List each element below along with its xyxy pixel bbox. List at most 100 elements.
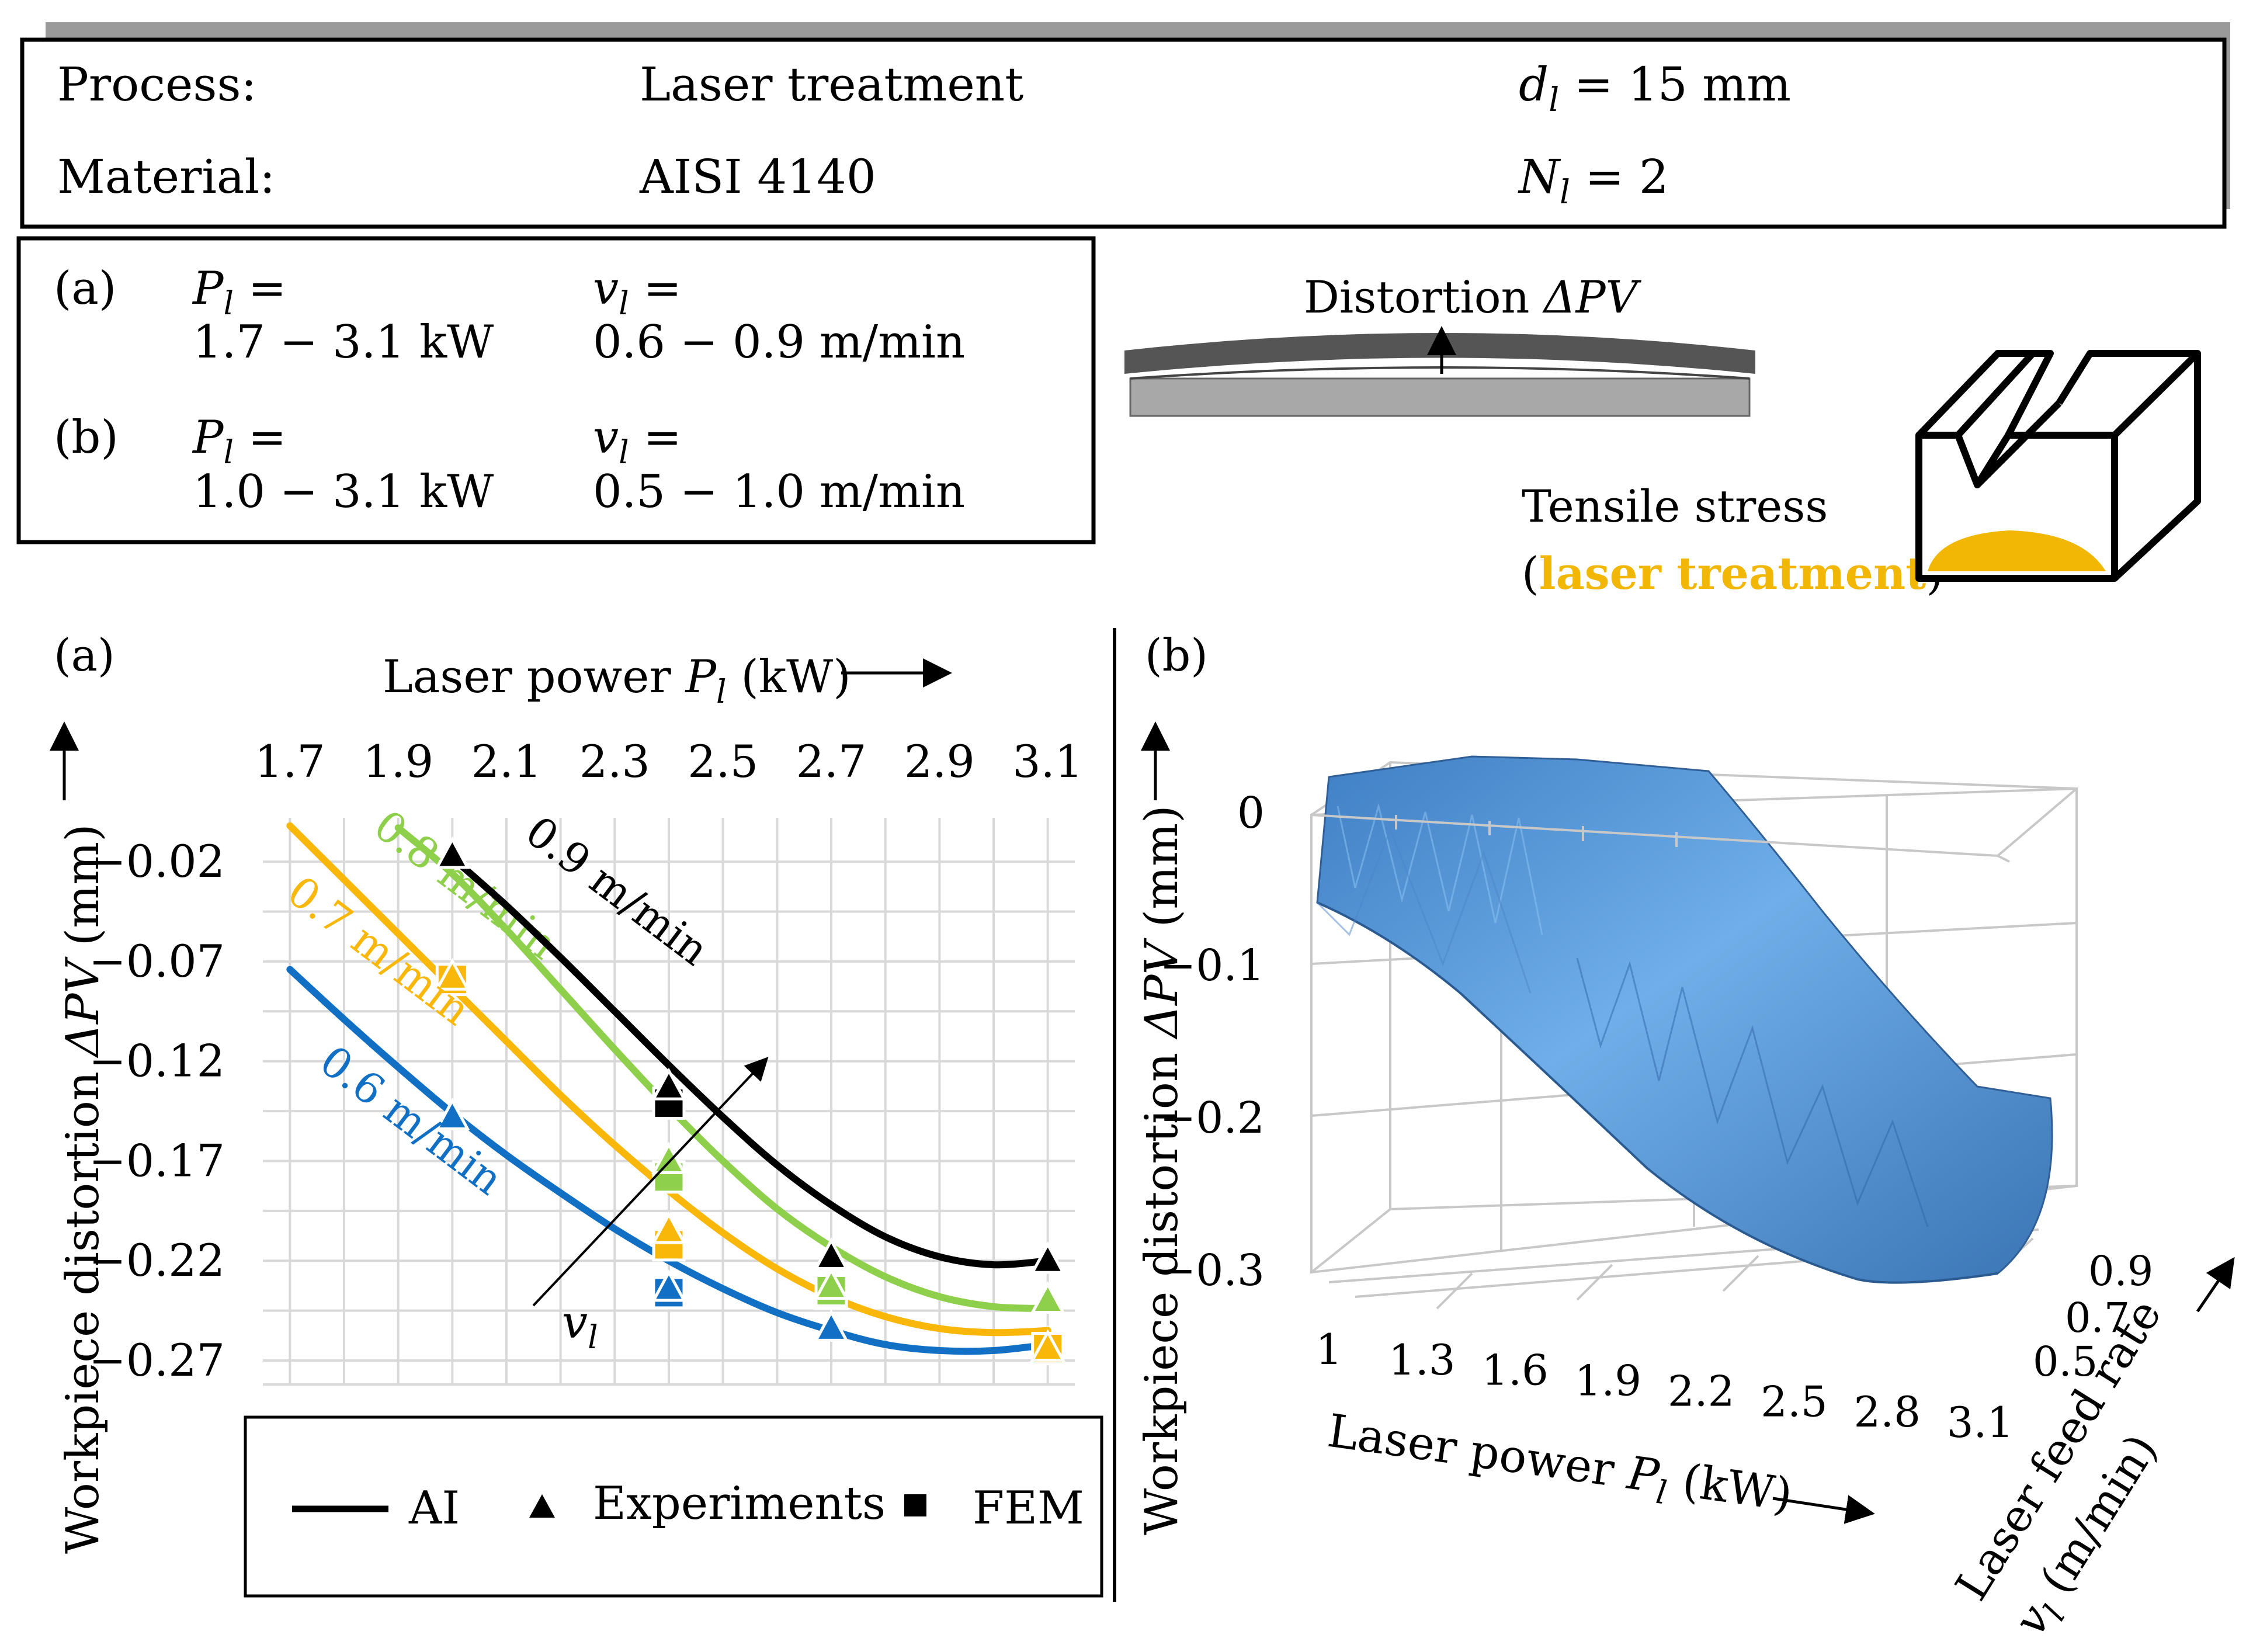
y-tick-label: −0.12 bbox=[89, 1035, 225, 1087]
y-tick-label: −0.02 bbox=[89, 835, 225, 887]
front-top-edge bbox=[1311, 814, 1998, 857]
experiment-point-0-6-m-min bbox=[651, 1269, 687, 1302]
experiment-point-0-6-m-min bbox=[813, 1309, 849, 1342]
y-tick-label: −0.17 bbox=[89, 1134, 225, 1186]
x-tick-label: 2.5 bbox=[688, 735, 758, 787]
x-tick-label: 2.7 bbox=[796, 735, 867, 787]
experiment-point-0-9-m-min bbox=[1030, 1241, 1065, 1274]
feed-rate-arrow-label: vl bbox=[562, 1296, 598, 1356]
x-tick-label: 1.7 bbox=[255, 735, 325, 787]
chart-b-surface bbox=[1316, 755, 2053, 1284]
chart-a-x-ticks: 1.7 1.9 2.1 2.3 2.5 2.7 2.9 3.1 bbox=[255, 735, 1083, 787]
legend-fem-marker bbox=[904, 1494, 926, 1516]
param-a-speed-symbol: vl = bbox=[593, 262, 682, 322]
z-tick-label: −0.2 bbox=[1160, 1093, 1265, 1143]
flat-bar bbox=[1129, 377, 1751, 417]
chart-a-grid bbox=[263, 818, 1075, 1386]
feed-rate-arrow bbox=[532, 1057, 769, 1307]
param-a-power-range: 1.7 − 3.1 kW bbox=[193, 316, 494, 369]
chart-b-x-axis-arrow bbox=[1772, 1495, 1875, 1524]
legend-fem-label: FEM bbox=[973, 1482, 1084, 1535]
chart-b-x-ticks: 1 1.3 1.6 1.9 2.2 2.5 2.8 3.1 bbox=[1315, 1325, 2014, 1447]
chart-a-x-axis-title: Laser power Pl (kW) bbox=[383, 651, 851, 710]
diameter-param: dl = 15 mm bbox=[1519, 57, 1791, 119]
legend-experiments-label: Experiments bbox=[593, 1477, 886, 1530]
experiment-point-0-9-m-min bbox=[651, 1067, 687, 1101]
passes-param: Nl = 2 bbox=[1518, 150, 1669, 211]
experiment-point-0-9-m-min bbox=[435, 836, 470, 869]
process-value: Laser treatment bbox=[640, 57, 1023, 112]
laser-treatment-label: (laser treatment) bbox=[1522, 547, 1943, 599]
ai-line-0-8-m-min bbox=[394, 824, 1051, 1313]
z-tick-label: −0.3 bbox=[1160, 1245, 1265, 1296]
experiment-point-0-9-m-min bbox=[813, 1237, 849, 1270]
workpiece-groove bbox=[1955, 350, 2062, 488]
x-tick-label: 2.9 bbox=[904, 735, 975, 787]
experiment-point-0-7-m-min bbox=[435, 957, 470, 991]
y-tick-label: 0.7 bbox=[2065, 1294, 2130, 1342]
front-top-ticks bbox=[1395, 815, 1678, 847]
y-tick-label: −0.22 bbox=[89, 1234, 225, 1286]
experiment-point-0-8-m-min bbox=[1030, 1281, 1065, 1314]
x-tick-label: 2.2 bbox=[1668, 1366, 1735, 1415]
x-tick-label: 1.9 bbox=[363, 735, 433, 787]
x-tick-label: 2.8 bbox=[1853, 1387, 1921, 1436]
param-b-power-symbol: Pl = bbox=[192, 411, 286, 471]
front-right-top bbox=[1995, 787, 2078, 863]
floor-gridlines bbox=[1328, 1228, 2039, 1310]
surface-facets-1 bbox=[1337, 803, 1543, 935]
param-b-power-range: 1.0 − 3.1 kW bbox=[193, 466, 494, 518]
surface-body bbox=[1316, 755, 2053, 1284]
workpiece-side bbox=[2056, 350, 2201, 581]
chart-a-y-ticks: −0.02 −0.07 −0.12 −0.17 −0.22 −0.27 bbox=[89, 835, 225, 1386]
panel-b-label: (b) bbox=[1145, 629, 1208, 681]
chart-a: (a) Laser power Pl (kW) Workpiece distor… bbox=[50, 629, 1103, 1598]
ai-line-0-7-m-min bbox=[286, 822, 1051, 1337]
distortion-schematic: Distortion ΔPV bbox=[1124, 271, 1755, 417]
header-frame bbox=[20, 37, 2227, 229]
tensile-label: Tensile stress bbox=[1522, 480, 1828, 532]
x-tick-label: 2.5 bbox=[1761, 1377, 1828, 1426]
bar-deflection-line bbox=[1130, 366, 1750, 380]
experiment-point-0-8-m-min bbox=[651, 1141, 687, 1174]
chart-a-y-axis-title: Workpiece distortion ΔPV (mm) bbox=[57, 824, 109, 1554]
x-tick-label: 3.1 bbox=[1012, 735, 1083, 787]
chart-b-z-ticks: 0 −0.1 −0.2 −0.3 bbox=[1160, 788, 1265, 1296]
z-tick-label: 0 bbox=[1237, 788, 1265, 838]
experiment-point-0-8-m-min bbox=[813, 1267, 849, 1300]
y-tick-label: −0.07 bbox=[89, 935, 225, 987]
legend-experiments-marker bbox=[529, 1494, 555, 1518]
x-tick-label: 1.6 bbox=[1481, 1346, 1549, 1395]
process-label: Process: bbox=[57, 57, 256, 112]
z-tick-label: −0.1 bbox=[1160, 940, 1265, 991]
chart-b-y-axis-arrow bbox=[2196, 1257, 2235, 1313]
y-tick-label: −0.27 bbox=[89, 1334, 225, 1386]
parameter-box: (a) Pl = 1.7 − 3.1 kW vl = 0.6 − 0.9 m/m… bbox=[16, 236, 1096, 544]
chart-b-z-axis-title: Workpiece distortion ΔPV (mm) bbox=[1136, 805, 1188, 1535]
workpiece-schematic: Tensile stress (laser treatment) bbox=[1522, 350, 2201, 599]
experiment-point-0-6-m-min bbox=[435, 1098, 470, 1130]
x-tick-label: 2.3 bbox=[579, 735, 650, 787]
param-b-speed-range: 0.5 − 1.0 m/min bbox=[593, 466, 965, 518]
param-a-label: (a) bbox=[54, 262, 116, 315]
panel-a-label: (a) bbox=[54, 629, 115, 681]
workpiece-top-left bbox=[1916, 350, 2054, 438]
x-tick-label: 2.1 bbox=[471, 735, 542, 787]
x-tick-label: 1 bbox=[1315, 1325, 1342, 1374]
parameter-frame bbox=[16, 236, 1096, 544]
x-tick-label: 1.9 bbox=[1575, 1356, 1642, 1405]
y-tick-label: 0.5 bbox=[2033, 1338, 2098, 1386]
param-b-label: (b) bbox=[54, 411, 119, 464]
experiment-point-0-7-m-min bbox=[651, 1211, 687, 1244]
material-label: Material: bbox=[57, 150, 275, 204]
x-tick-label: 3.1 bbox=[1947, 1398, 2014, 1447]
param-b-speed-symbol: vl = bbox=[593, 411, 682, 471]
chart-b: (b) Workpiece distortion ΔPV (mm) 0−0.1− bbox=[1136, 629, 2235, 1644]
surface-front-edge bbox=[1317, 901, 1998, 1284]
experiment-point-0-7-m-min bbox=[1030, 1329, 1065, 1362]
chart-b-x-axis-title: Laser power Pl (kW) bbox=[1324, 1405, 1796, 1529]
surface-facets-2 bbox=[1576, 957, 1929, 1227]
x-tick-label: 1.3 bbox=[1388, 1335, 1456, 1384]
